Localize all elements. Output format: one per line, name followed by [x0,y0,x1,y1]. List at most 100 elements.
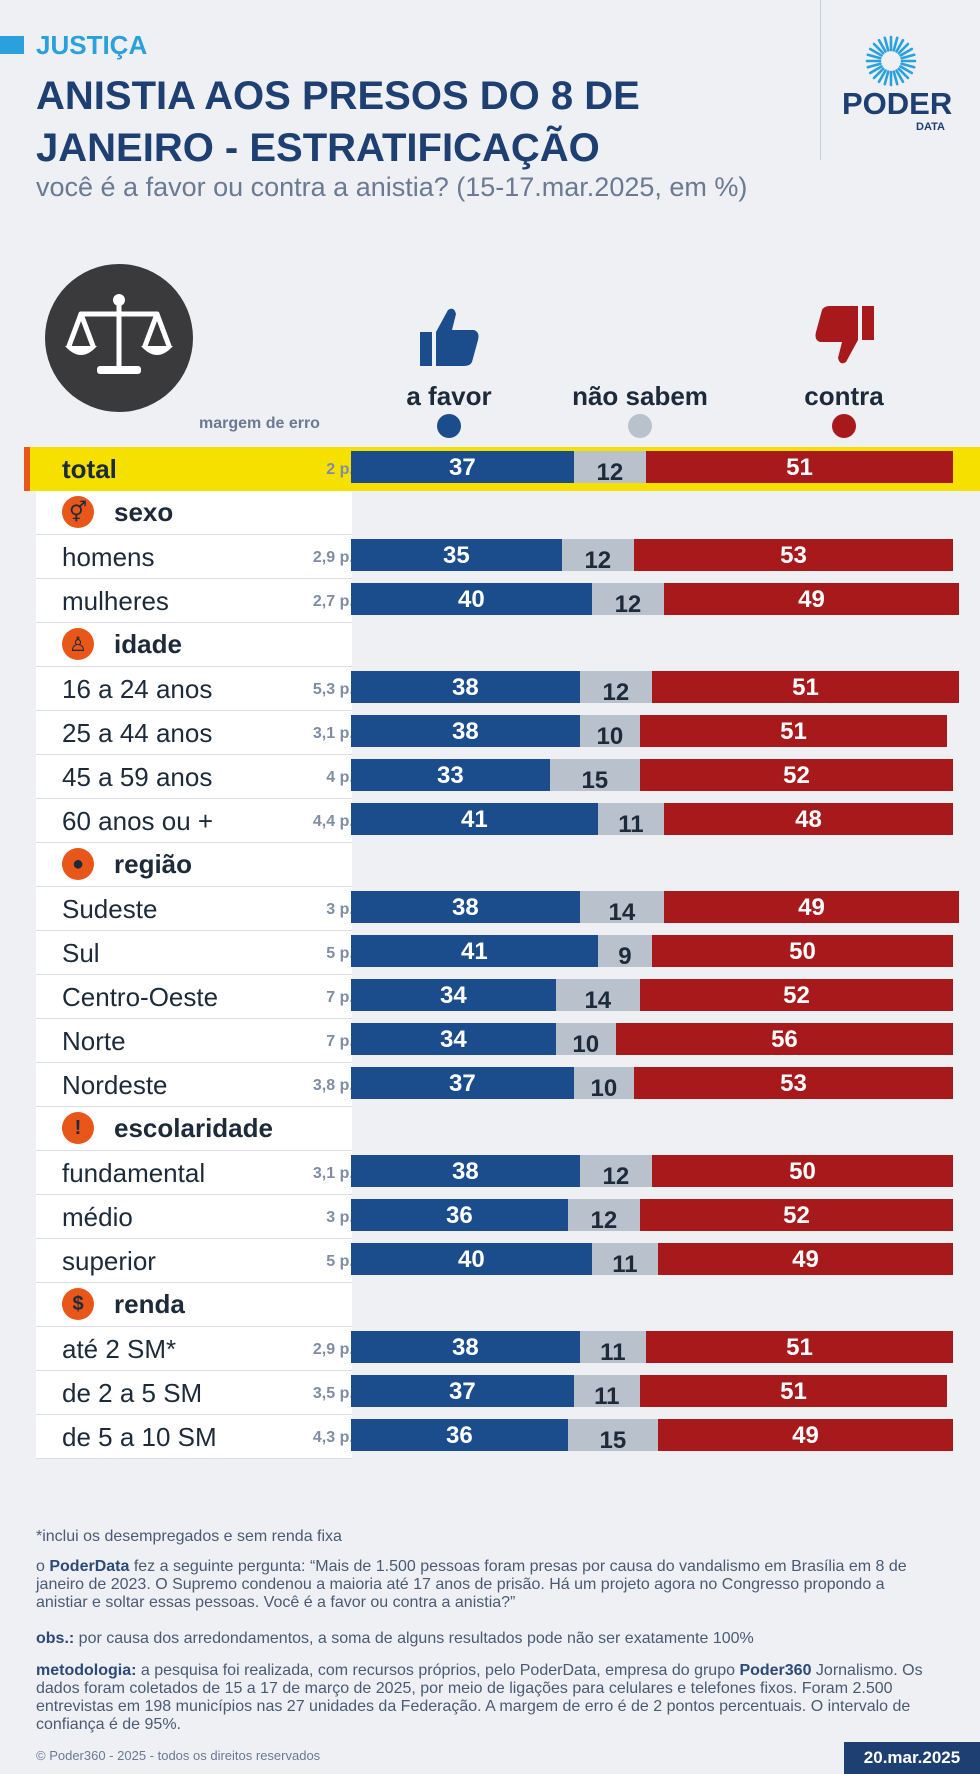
bar-favor-value: 38 [452,674,479,701]
bar-contra: 52 [639,979,953,1011]
logo-divider [820,0,821,160]
bar-contra-value: 56 [771,1026,798,1053]
person-icon: ♙ [62,628,94,660]
bar-ns: 12 [579,671,652,706]
bar-ns-value: 11 [612,1251,638,1278]
row-label-background [36,535,352,579]
row-label-background [36,1195,352,1239]
bar-favor: 38 [351,1155,580,1187]
group-label: renda [114,1289,185,1319]
row-label: Sudeste [62,894,158,924]
row-label-background [36,579,352,623]
bar-ns-value: 11 [600,1339,626,1366]
row-label: 16 a 24 anos [62,674,213,704]
table-row: Sudeste 3 p.p. 38 14 49 [36,887,980,931]
row-label-background [36,1327,352,1371]
table-row: até 2 SM* 2,9 p.p. 38 11 51 [36,1327,980,1371]
thumbs-up-icon [420,308,479,366]
bar-ns-value: 14 [608,899,636,926]
bar-ns: 12 [567,1199,640,1234]
bar-favor-value: 37 [449,1378,476,1405]
row-label-background [36,931,352,975]
bar-favor-value: 40 [458,586,485,613]
group-label: sexo [114,497,174,527]
table-row: de 2 a 5 SM 3,5 p.p. 37 11 51 [36,1371,980,1415]
bar-contra: 49 [664,583,959,615]
table-row: 60 anos ou +4,4 p.p. 41 11 48 [36,799,980,843]
copyright: © Poder360 - 2025 - todos os direitos re… [36,1748,321,1763]
brazil-map-icon: ● [62,848,94,880]
table-row: 45 a 59 anos 4 p.p. 33 15 52 [36,755,980,799]
table-row: superior 5 p.p. 40 11 49 [36,1239,980,1283]
bar-ns: 12 [561,539,634,574]
bar-contra: 51 [639,1375,947,1407]
bar-ns: 15 [549,759,640,794]
bar-favor-value: 36 [446,1422,473,1449]
gender-icon: ⚥ [62,496,94,528]
row-label-background [36,799,352,843]
group-header: ! escolaridade [36,1107,352,1151]
logo-word: PODER [842,86,953,121]
bar-favor-value: 41 [461,806,488,833]
row-label-background [36,1151,352,1195]
bar-favor-value: 37 [449,1070,476,1097]
bar-ns: 12 [573,451,646,486]
bar-contra: 56 [615,1023,953,1055]
bar-contra: 51 [639,715,947,747]
bar-favor-value: 35 [442,542,470,569]
bar-ns: 14 [579,891,665,926]
bar-ns-value: 10 [596,723,624,750]
bar-favor-value: 34 [439,982,467,1009]
row-label-background [36,1415,352,1459]
bar-favor: 38 [351,671,580,703]
date-badge: 20.mar.2025 [844,1742,980,1774]
row-label-background [36,1371,352,1415]
table-row: homens 2,9 p.p. 35 12 53 [36,535,980,579]
bar-ns: 9 [597,935,652,970]
bar-ns-value: 9 [618,943,632,970]
bar-favor: 41 [351,935,598,967]
bar-contra: 52 [639,1199,953,1231]
bar-contra-value: 52 [783,762,810,789]
bar-favor-value: 38 [452,718,479,745]
group-header: ♙ idade [36,623,352,667]
margin-header: margem de erro [199,415,320,432]
row-label-background [36,1239,352,1283]
bar-ns-value: 12 [602,1163,630,1190]
footnote: *inclui os desempregados e sem renda fix… [36,1528,342,1545]
bar-ns-value: 10 [572,1031,600,1058]
bar-ns-value: 11 [618,811,644,838]
row-label: total [62,454,117,484]
bar-contra-value: 51 [780,1378,807,1405]
bar-ns-value: 12 [584,547,612,574]
bar-contra: 53 [633,539,953,571]
bar-ns-value: 12 [596,459,624,486]
row-label: 60 anos ou + [62,806,214,836]
legend-dot-ns [628,414,652,438]
table-row: Nordeste 3,8 p.p. 37 10 53 [36,1063,980,1107]
bar-ns-value: 10 [590,1075,618,1102]
bar-ns: 10 [555,1023,616,1058]
bar-favor-value: 40 [458,1246,485,1273]
table-row: Norte 7 p.p. 34 10 56 [36,1019,980,1063]
bar-ns-value: 15 [599,1427,627,1454]
bar-ns-value: 15 [581,767,609,794]
bar-ns-value: 12 [590,1207,618,1234]
thumbs-down-icon [815,306,874,364]
table-row: mulheres 2,7 p.p. 40 12 49 [36,579,980,623]
bar-contra: 50 [652,1155,953,1187]
bar-ns: 14 [555,979,640,1014]
bar-favor-value: 38 [452,894,479,921]
table-row: fundamental 3,1 p.p. 38 12 50 [36,1151,980,1195]
row-label: Nordeste [62,1070,168,1100]
row-label: 45 a 59 anos [62,762,213,792]
group-header: ⚥ sexo [36,491,352,535]
poderdata-logo-icon [865,35,917,87]
bar-favor-value: 38 [452,1158,479,1185]
bar-contra-value: 49 [798,586,825,613]
section-label: JUSTIÇA [36,29,148,60]
bar-contra-value: 48 [795,806,822,833]
bar-favor-value: 38 [452,1334,479,1361]
row-label: Sul [62,938,100,968]
bar-contra-value: 51 [780,718,807,745]
